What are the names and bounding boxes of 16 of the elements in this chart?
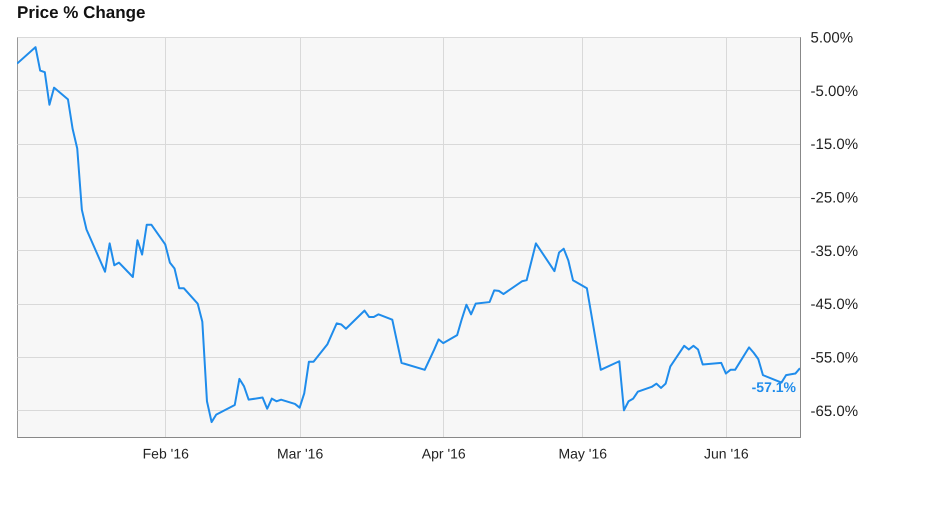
y-tick-label: -55.0% (810, 350, 858, 366)
line-series (17, 46, 800, 424)
x-tick-label: Apr '16 (422, 446, 466, 462)
x-tick-label: Feb '16 (142, 446, 190, 462)
chart-title: Price % Change (17, 3, 146, 22)
y-tick-label: -5.00% (810, 82, 858, 100)
y-tick-label: 5.00% (810, 30, 854, 46)
y-tick-label: -25.0% (810, 190, 858, 206)
annotation: -57.1% (752, 379, 797, 396)
y-tick-label: -45.0% (810, 296, 858, 314)
x-tick-label: Jun '16 (704, 446, 749, 462)
y-tick-label: -35.0% (810, 242, 858, 260)
x-tick-label: May '16 (558, 446, 608, 462)
y-tick-label: -15.0% (810, 136, 858, 154)
y-tick-label: -65.0% (810, 402, 858, 420)
x-tick-label: Mar '16 (276, 446, 324, 462)
